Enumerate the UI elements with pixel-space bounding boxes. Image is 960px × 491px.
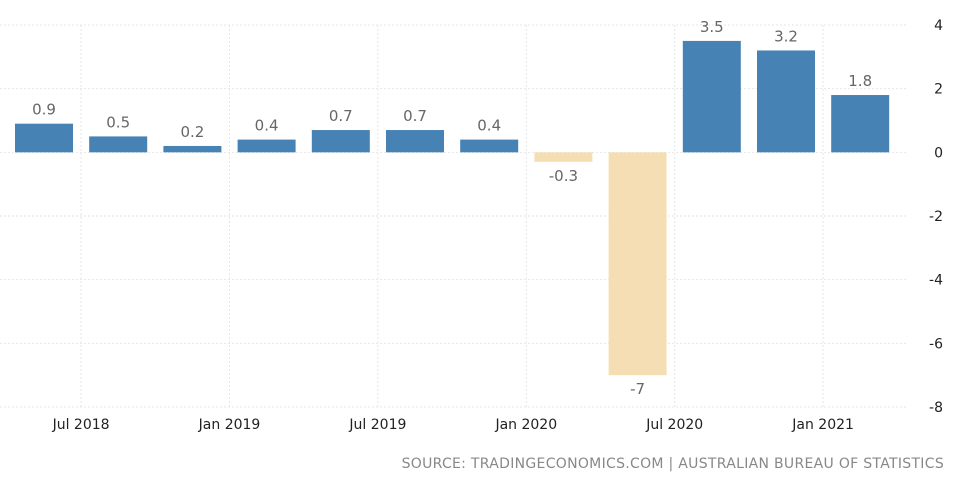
bar-value-label: 0.7 bbox=[329, 107, 353, 125]
bar bbox=[460, 139, 519, 153]
bar bbox=[15, 123, 73, 153]
y-tick-label: -8 bbox=[929, 400, 943, 416]
bar-value-label: 0.7 bbox=[403, 107, 427, 125]
x-tick-label: Jan 2020 bbox=[494, 417, 557, 433]
x-tick-label: Jul 2020 bbox=[645, 417, 703, 433]
bar bbox=[237, 139, 296, 153]
bar-value-label: -7 bbox=[630, 380, 645, 398]
bar-value-label: 3.5 bbox=[700, 18, 724, 36]
bar bbox=[311, 130, 370, 153]
bar-value-label: 0.9 bbox=[32, 101, 56, 119]
y-tick-label: -2 bbox=[929, 209, 943, 225]
x-tick-label: Jan 2021 bbox=[791, 417, 854, 433]
x-tick-label: Jul 2019 bbox=[348, 417, 406, 433]
x-axis: Jul 2018 Jan 2019 Jul 2019 Jan 2020 Jul 2020… bbox=[52, 417, 854, 433]
bar bbox=[608, 152, 667, 376]
gridlines bbox=[0, 24, 906, 408]
bar-value-label: 3.2 bbox=[774, 27, 798, 45]
x-tick-label: Jan 2019 bbox=[198, 417, 261, 433]
bar-value-label: -0.3 bbox=[549, 167, 578, 185]
bar-value-label: 0.4 bbox=[477, 117, 501, 135]
bar-value-label: 0.5 bbox=[106, 113, 130, 131]
y-tick-label: -6 bbox=[929, 336, 943, 352]
source-note: SOURCE: TRADINGECONOMICS.COM | AUSTRALIA… bbox=[401, 456, 944, 472]
y-axis: 4 2 0 -2 -4 -6 -8 bbox=[929, 18, 943, 416]
bar bbox=[682, 40, 741, 153]
bar-value-label: 1.8 bbox=[848, 72, 872, 90]
y-tick-label: -4 bbox=[929, 273, 943, 289]
y-tick-label: 2 bbox=[934, 82, 943, 98]
y-tick-label: 0 bbox=[934, 145, 943, 161]
bar bbox=[163, 145, 222, 153]
bar bbox=[386, 130, 444, 153]
y-tick-label: 4 bbox=[934, 18, 943, 34]
bar bbox=[89, 136, 148, 153]
bar bbox=[757, 50, 815, 153]
bar-value-label: 0.4 bbox=[255, 117, 279, 135]
bar-value-label: 0.2 bbox=[180, 123, 204, 141]
bar bbox=[831, 95, 890, 153]
x-tick-label: Jul 2018 bbox=[52, 417, 110, 433]
bar bbox=[534, 152, 593, 162]
value-labels: 0.9 0.5 0.2 0.4 0.7 0.7 0.4 -0.3 -7 3.5 3.2 1.8 bbox=[32, 18, 872, 398]
bars bbox=[15, 40, 890, 376]
